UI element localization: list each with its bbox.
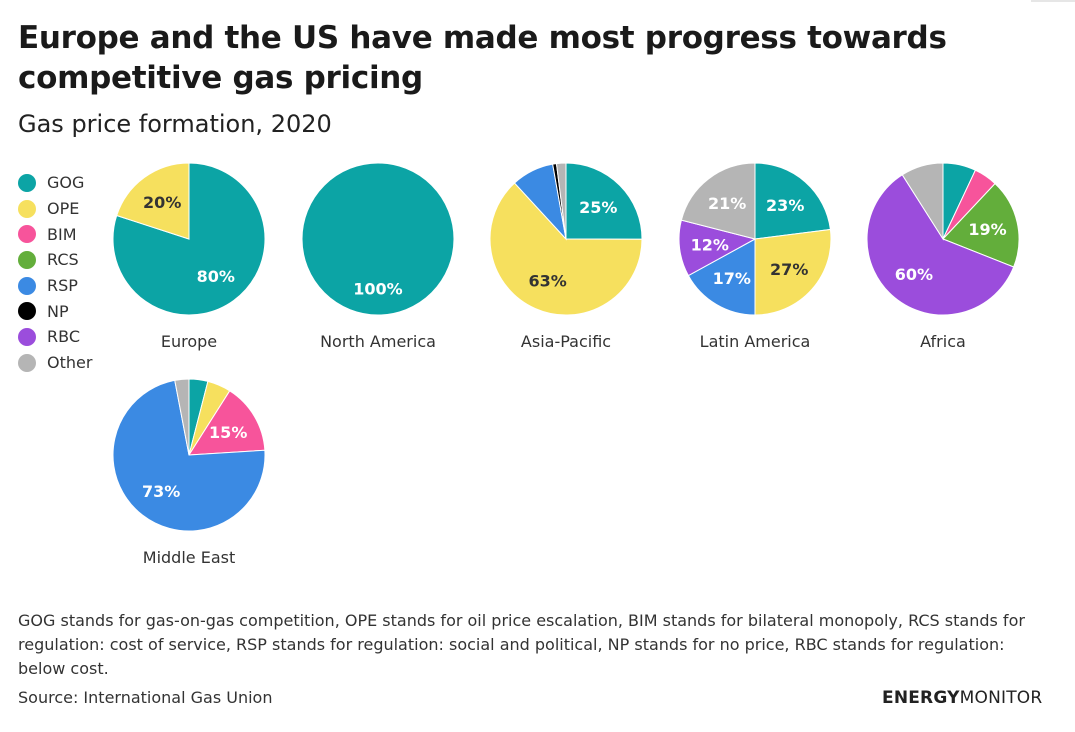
legend-item-rcs: RCS xyxy=(18,247,92,273)
legend-item-np: NP xyxy=(18,298,92,324)
data-label-latin-america-gog: 23% xyxy=(766,196,804,215)
pie-africa: 19% 60% Africa xyxy=(866,162,1020,351)
slice-asia-pacific-ope xyxy=(489,182,643,316)
data-label-africa-rcs: 19% xyxy=(968,220,1006,239)
pie-latin-america: 23% 27% 17% 12% 21% Latin America xyxy=(678,162,832,351)
slice-latin-america-rsp xyxy=(687,238,756,316)
brand-logo: ENERGYMONITOR xyxy=(882,688,1042,708)
data-label-latin-america-rsp: 17% xyxy=(713,269,751,288)
legend-item-rbc: RBC xyxy=(18,324,92,350)
legend-label: OPE xyxy=(47,199,80,219)
legend: GOG OPE BIM RCS RSP NP RBC Other xyxy=(18,170,92,376)
legend-swatch xyxy=(18,302,36,321)
top-divider xyxy=(1031,0,1075,2)
region-label-north-america: North America xyxy=(320,332,436,351)
legend-item-ope: OPE xyxy=(18,196,92,222)
data-label-asia-pacific-ope: 63% xyxy=(528,272,566,291)
pie-north-america: 100% North America xyxy=(301,162,455,351)
legend-item-bim: BIM xyxy=(18,221,92,247)
region-label-middle-east: Middle East xyxy=(143,548,235,567)
legend-swatch xyxy=(18,250,36,269)
legend-swatch xyxy=(18,353,36,372)
data-label-asia-pacific-gog: 25% xyxy=(579,198,617,217)
source-note: Source: International Gas Union xyxy=(18,688,273,707)
data-label-europe-ope: 20% xyxy=(143,193,181,212)
slice-middle-east-other xyxy=(174,378,190,456)
slice-asia-pacific-gog xyxy=(565,162,643,240)
data-label-latin-america-ope: 27% xyxy=(770,260,808,279)
legend-swatch xyxy=(18,199,36,218)
slice-latin-america-gog xyxy=(754,162,831,240)
chart-title: Europe and the US have made most progres… xyxy=(18,20,947,96)
legend-swatch xyxy=(18,276,36,295)
legend-label: RSP xyxy=(47,276,78,296)
legend-item-rsp: RSP xyxy=(18,273,92,299)
data-label-middle-east-rsp: 73% xyxy=(142,482,180,501)
slice-latin-america-other xyxy=(680,162,756,240)
pie-middle-east: 15% 73% Middle East xyxy=(112,378,266,567)
data-label-africa-rbc: 60% xyxy=(895,265,933,284)
slice-middle-east-bim xyxy=(188,390,266,456)
legend-swatch xyxy=(18,173,36,192)
data-label-middle-east-bim: 15% xyxy=(209,423,247,442)
data-label-latin-america-other: 21% xyxy=(708,194,746,213)
legend-label: Other xyxy=(47,353,93,373)
footnote: GOG stands for gas-on-gas competition, O… xyxy=(18,611,1025,678)
region-label-europe: Europe xyxy=(161,332,217,351)
slice-europe-ope xyxy=(116,162,190,240)
slice-middle-east-rsp xyxy=(112,379,266,532)
data-label-latin-america-rbc: 12% xyxy=(691,236,729,255)
pie-europe: 80% 20% Europe xyxy=(112,162,266,351)
region-label-africa: Africa xyxy=(920,332,966,351)
slice-africa-other xyxy=(901,162,944,241)
legend-item-gog: GOG xyxy=(18,170,92,196)
brand-part1: ENERGY xyxy=(882,688,960,708)
pie-charts: 80% 20% Europe 100% North America 25% 63% Asia-… xyxy=(112,162,1020,567)
region-label-latin-america: Latin America xyxy=(700,332,811,351)
data-label-north-america-gog: 100% xyxy=(353,279,402,298)
legend-label: GOG xyxy=(47,173,85,193)
data-label-europe-gog: 80% xyxy=(197,267,235,286)
legend-label: RCS xyxy=(47,250,79,270)
brand-part2: MONITOR xyxy=(959,688,1043,708)
chart-subtitle: Gas price formation, 2020 xyxy=(18,110,332,138)
slice-north-america-gog xyxy=(301,162,455,316)
legend-item-other: Other xyxy=(18,350,92,376)
legend-swatch xyxy=(18,327,36,346)
region-label-asia-pacific: Asia-Pacific xyxy=(521,332,611,351)
pie-asia-pacific: 25% 63% Asia-Pacific xyxy=(489,162,643,351)
legend-label: NP xyxy=(47,301,69,321)
slice-asia-pacific-other xyxy=(555,162,567,240)
slice-africa-rbc xyxy=(866,174,1015,316)
legend-label: BIM xyxy=(47,224,77,244)
slice-latin-america-ope xyxy=(754,228,832,316)
legend-label: RBC xyxy=(47,327,80,347)
legend-swatch xyxy=(18,225,36,244)
